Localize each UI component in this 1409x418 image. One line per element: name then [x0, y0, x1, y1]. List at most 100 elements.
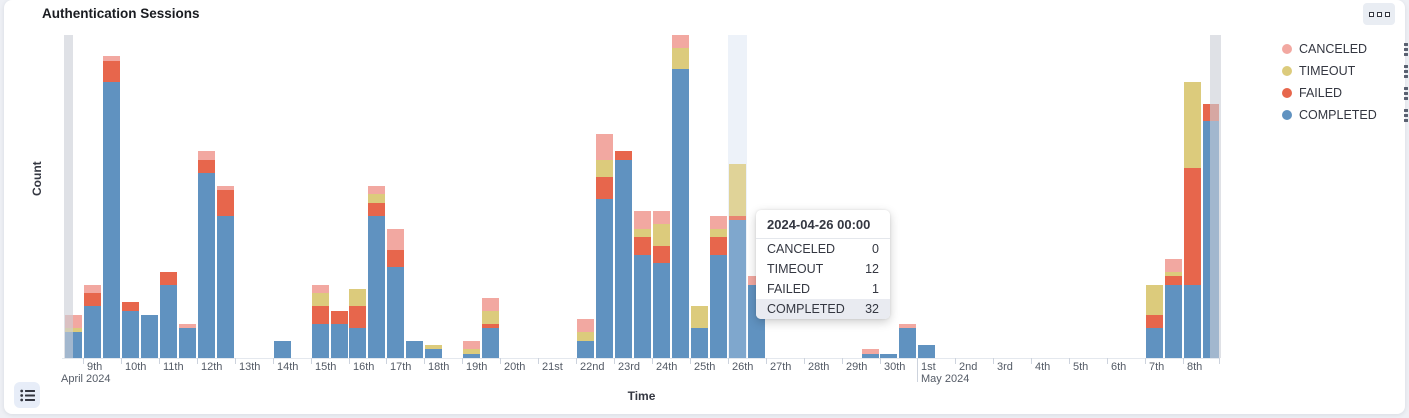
x-tick-label: 11th	[163, 361, 184, 373]
bar-stack[interactable]	[918, 0, 935, 358]
bar-stack[interactable]	[160, 0, 177, 358]
bar-stack[interactable]	[349, 0, 366, 358]
bar-segment-failed	[387, 250, 404, 268]
x-axis-tick	[842, 358, 843, 364]
bar-segment-completed	[387, 267, 404, 358]
bar-stack[interactable]	[368, 0, 385, 358]
bar-stack[interactable]	[1184, 0, 1201, 358]
bar-stack[interactable]	[691, 0, 708, 358]
x-axis-tick	[1107, 358, 1108, 364]
bar-segment-completed	[672, 69, 689, 358]
x-axis-tick	[235, 358, 236, 364]
bar-stack[interactable]	[463, 0, 480, 358]
x-axis-tick	[1069, 358, 1070, 364]
x-tick-label: 27th	[770, 361, 792, 373]
bar-stack[interactable]	[577, 0, 594, 358]
bar-segment-timeout	[482, 310, 499, 324]
bar-stack[interactable]	[880, 0, 897, 358]
bar-stack[interactable]	[312, 0, 329, 358]
tooltip-row: TIMEOUT 12	[756, 259, 890, 279]
bar-stack[interactable]	[84, 0, 101, 358]
bar-segment-failed	[710, 237, 727, 255]
chart-plot-area[interactable]: Count 9th 10th 11th 12th 13th 14th 15th 16th 17t…	[4, 0, 1409, 418]
bar-stack[interactable]	[729, 0, 746, 358]
boxes-vertical-icon	[1404, 108, 1408, 112]
legend-actions-button[interactable]	[1402, 107, 1409, 124]
bar-segment-canceled	[862, 349, 879, 354]
legend-label[interactable]: TIMEOUT	[1299, 64, 1356, 78]
bar-stack[interactable]	[141, 0, 158, 358]
bar-segment-canceled	[653, 211, 670, 225]
bar-stack[interactable]	[274, 0, 291, 358]
legend-item: TIMEOUT	[1282, 60, 1409, 82]
bar-segment-failed	[482, 323, 499, 328]
bar-segment-completed	[406, 340, 423, 358]
bar-segment-timeout	[691, 306, 708, 328]
bar-stack[interactable]	[653, 0, 670, 358]
legend-actions-button[interactable]	[1402, 63, 1409, 80]
x-axis-tick	[1183, 358, 1184, 364]
legend-item: COMPLETED	[1282, 104, 1409, 126]
legend-label[interactable]: FAILED	[1299, 86, 1343, 100]
bar-segment-failed	[1165, 276, 1182, 285]
bar-segment-completed	[615, 159, 632, 358]
legend-color-dot	[1282, 110, 1292, 120]
bar-stack[interactable]	[406, 0, 423, 358]
bar-segment-completed	[312, 323, 329, 358]
legend-toggle-button[interactable]	[14, 382, 40, 408]
bar-segment-failed	[615, 151, 632, 160]
bar-segment-canceled	[84, 284, 101, 294]
boxes-vertical-icon	[1404, 96, 1408, 100]
bar-segment-completed	[577, 340, 594, 358]
bar-stack[interactable]	[615, 0, 632, 358]
bar-segment-completed	[349, 327, 366, 358]
bar-stack[interactable]	[482, 0, 499, 358]
bar-stack[interactable]	[217, 0, 234, 358]
bar-segment-timeout	[672, 47, 689, 70]
bar-stack[interactable]	[710, 0, 727, 358]
bar-segment-timeout	[1165, 271, 1182, 277]
bar-stack[interactable]	[862, 0, 879, 358]
bar-stack[interactable]	[672, 0, 689, 358]
bar-stack[interactable]	[387, 0, 404, 358]
bar-stack[interactable]	[198, 0, 215, 358]
bar-segment-timeout	[653, 224, 670, 246]
bar-segment-canceled	[198, 151, 215, 160]
legend-label[interactable]: CANCELED	[1299, 42, 1368, 56]
boxes-vertical-icon	[1404, 113, 1408, 117]
bar-stack[interactable]	[1146, 0, 1163, 358]
bar-stack[interactable]	[596, 0, 613, 358]
bar-segment-completed	[482, 327, 499, 358]
x-tick-label: 24th	[656, 361, 678, 373]
bar-stack[interactable]	[425, 0, 442, 358]
bar-segment-canceled	[899, 323, 916, 328]
legend-actions-button[interactable]	[1402, 41, 1409, 58]
x-tick-label: 15th	[315, 361, 337, 373]
bar-stack[interactable]	[634, 0, 651, 358]
panel-options-button[interactable]	[1363, 3, 1395, 25]
boxes-vertical-icon	[1404, 74, 1408, 78]
bar-segment-failed	[653, 245, 670, 264]
x-axis-tick	[273, 358, 274, 364]
panel-title: Authentication Sessions	[42, 6, 200, 21]
bar-stack[interactable]	[899, 0, 916, 358]
bar-segment-failed	[103, 60, 120, 83]
x-tick-label: 18th	[428, 361, 450, 373]
bar-stack[interactable]	[1165, 0, 1182, 358]
bar-segment-timeout	[463, 349, 480, 354]
x-axis-tick	[955, 358, 956, 364]
legend-actions-button[interactable]	[1402, 85, 1409, 102]
bar-stack[interactable]	[122, 0, 139, 358]
legend-item: FAILED	[1282, 82, 1409, 104]
bar-stack[interactable]	[103, 0, 120, 358]
x-tick-label: 20th	[504, 361, 526, 373]
x-month-label: April 2024	[61, 373, 111, 385]
legend-color-dot	[1282, 88, 1292, 98]
bar-segment-canceled	[577, 319, 594, 333]
x-axis-tick	[311, 358, 312, 364]
bar-segment-completed	[217, 215, 234, 358]
legend-label[interactable]: COMPLETED	[1299, 108, 1377, 122]
bar-segment-completed	[862, 353, 879, 358]
bar-stack[interactable]	[331, 0, 348, 358]
bar-stack[interactable]	[179, 0, 196, 358]
